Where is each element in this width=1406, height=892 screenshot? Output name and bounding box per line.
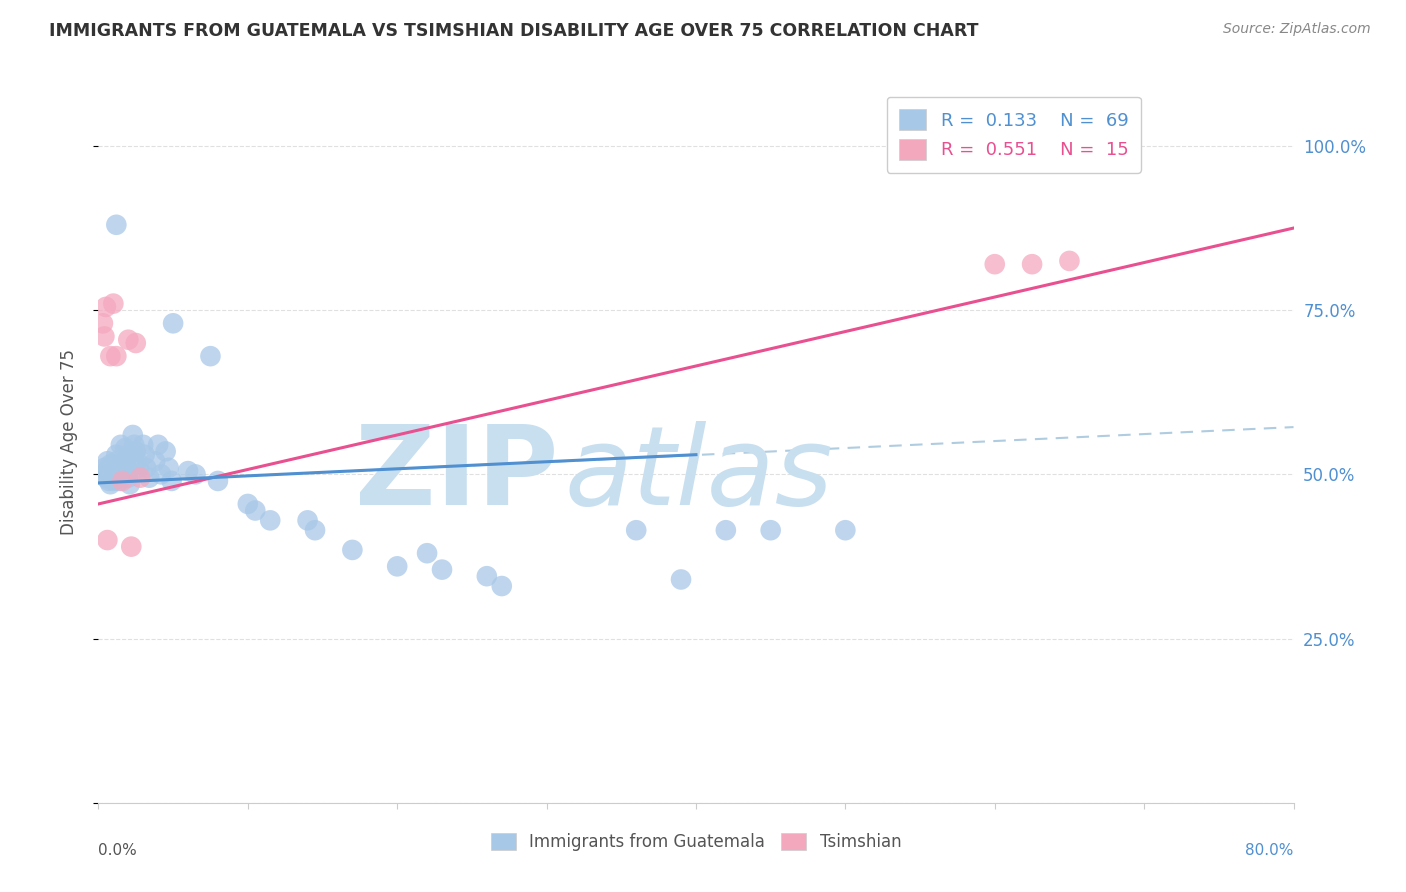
Point	[117, 333, 139, 347]
Point	[103, 467, 125, 482]
Point	[98, 349, 122, 363]
Point	[91, 316, 114, 330]
Point	[114, 454, 136, 468]
Point	[124, 438, 146, 452]
Point	[669, 573, 692, 587]
Point	[342, 542, 364, 557]
Point	[115, 460, 138, 475]
Point	[114, 441, 136, 455]
Point	[110, 460, 132, 475]
Point	[93, 460, 115, 475]
Point	[105, 218, 128, 232]
Point	[94, 300, 117, 314]
Point	[96, 533, 118, 547]
Point	[385, 559, 409, 574]
Point	[150, 467, 173, 482]
Point	[120, 540, 142, 554]
Point	[105, 454, 128, 468]
Point	[475, 569, 498, 583]
Point	[626, 523, 648, 537]
Point	[162, 316, 184, 330]
Point	[117, 448, 139, 462]
Text: ZIP: ZIP	[356, 420, 558, 527]
Point	[98, 477, 122, 491]
Point	[304, 523, 326, 537]
Point	[103, 296, 125, 310]
Point	[416, 546, 439, 560]
Point	[97, 467, 120, 482]
Point	[714, 523, 737, 537]
Point	[101, 460, 124, 475]
Point	[117, 464, 139, 478]
Point	[103, 474, 125, 488]
Point	[200, 349, 222, 363]
Text: 0.0%: 0.0%	[98, 843, 138, 857]
Point	[177, 464, 200, 478]
Legend: R =  0.133    N =  69, R =  0.551    N =  15: R = 0.133 N = 69, R = 0.551 N = 15	[887, 96, 1142, 172]
Text: atlas: atlas	[565, 420, 834, 527]
Point	[101, 467, 124, 482]
Point	[103, 460, 125, 475]
Point	[207, 474, 229, 488]
Text: IMMIGRANTS FROM GUATEMALA VS TSIMSHIAN DISABILITY AGE OVER 75 CORRELATION CHART: IMMIGRANTS FROM GUATEMALA VS TSIMSHIAN D…	[49, 22, 979, 40]
Point	[984, 257, 1007, 271]
Point	[129, 471, 152, 485]
Point	[759, 523, 782, 537]
Point	[430, 563, 453, 577]
Point	[1059, 254, 1081, 268]
Point	[117, 471, 139, 485]
Point	[98, 458, 122, 472]
Point	[297, 513, 319, 527]
Point	[157, 460, 180, 475]
Point	[94, 471, 117, 485]
Point	[103, 458, 125, 472]
Point	[134, 448, 156, 462]
Point	[108, 467, 131, 482]
Point	[155, 444, 177, 458]
Point	[236, 497, 259, 511]
Point	[184, 467, 207, 482]
Point	[111, 474, 134, 488]
Point	[127, 454, 149, 468]
Point	[125, 336, 148, 351]
Y-axis label: Disability Age Over 75: Disability Age Over 75	[59, 349, 77, 534]
Point	[118, 477, 141, 491]
Point	[103, 464, 125, 478]
Point	[91, 467, 114, 482]
Point	[97, 460, 120, 475]
Point	[128, 460, 150, 475]
Point	[148, 438, 170, 452]
Point	[105, 448, 128, 462]
Point	[143, 454, 166, 468]
Point	[259, 513, 281, 527]
Point	[93, 329, 115, 343]
Point	[108, 474, 131, 488]
Point	[138, 471, 160, 485]
Point	[132, 438, 155, 452]
Point	[103, 471, 125, 485]
Point	[96, 454, 118, 468]
Point	[135, 460, 157, 475]
Point	[245, 503, 267, 517]
Point	[1021, 257, 1043, 271]
Point	[96, 464, 118, 478]
Point	[160, 474, 183, 488]
Point	[97, 474, 120, 488]
Point	[103, 467, 125, 482]
Text: Source: ZipAtlas.com: Source: ZipAtlas.com	[1223, 22, 1371, 37]
Point	[105, 349, 128, 363]
Text: 80.0%: 80.0%	[1246, 843, 1294, 857]
Point	[107, 460, 129, 475]
Point	[834, 523, 856, 537]
Point	[491, 579, 513, 593]
Point	[110, 438, 132, 452]
Point	[121, 428, 143, 442]
Point	[125, 444, 148, 458]
Point	[103, 464, 125, 478]
